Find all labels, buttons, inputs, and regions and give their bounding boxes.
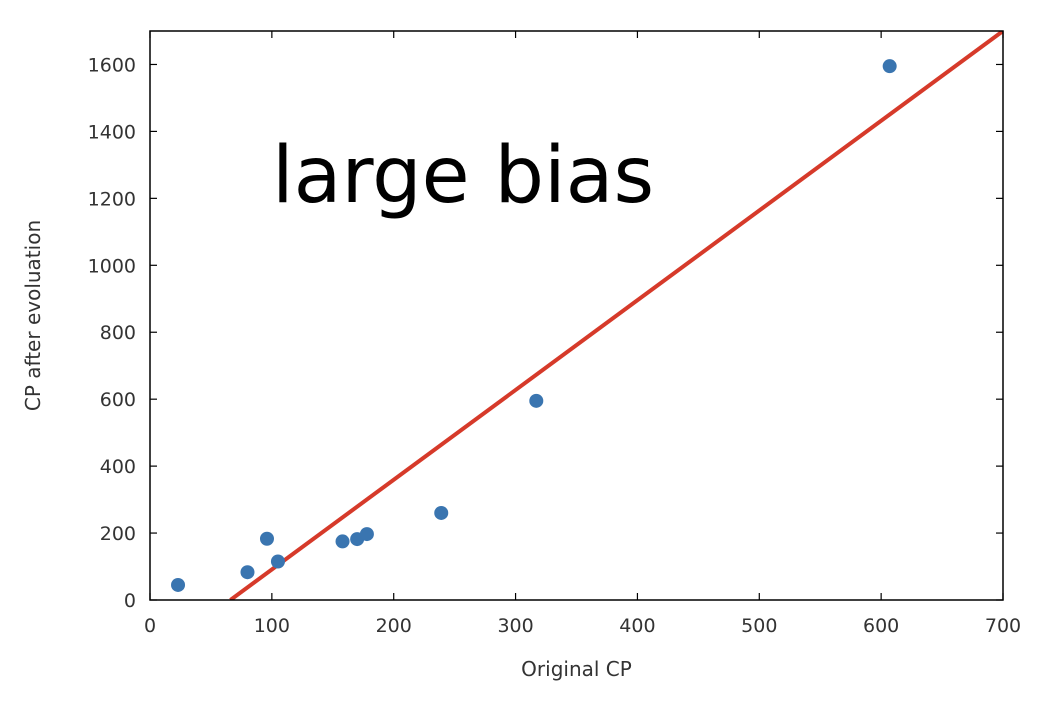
scatter-point xyxy=(335,534,350,549)
y-tick-label: 1000 xyxy=(88,255,136,277)
y-tick-label: 800 xyxy=(100,322,136,344)
x-axis-label: Original CP xyxy=(521,657,632,681)
x-tick-label: 700 xyxy=(985,615,1021,637)
x-tick-label: 0 xyxy=(144,615,156,637)
x-tick-label: 300 xyxy=(497,615,533,637)
x-tick-label: 400 xyxy=(619,615,655,637)
scatter-point xyxy=(359,527,374,542)
scatter-point xyxy=(171,577,186,592)
scatter-point xyxy=(529,393,544,408)
y-tick-label: 400 xyxy=(100,456,136,478)
x-tick-label: 200 xyxy=(376,615,412,637)
scatter-point xyxy=(882,59,897,74)
scatter-point xyxy=(259,531,274,546)
scatter-point xyxy=(270,554,285,569)
scatter-point xyxy=(240,565,255,580)
points-layer xyxy=(171,59,897,592)
scatter-point xyxy=(434,505,449,520)
x-tick-label: 500 xyxy=(741,615,777,637)
y-tick-label: 1400 xyxy=(88,121,136,143)
ticks-layer: 0 100 200 300 400 500 600 700 0 200 400 600 800 1000 1… xyxy=(88,31,1021,637)
plot-frame xyxy=(149,30,1004,601)
y-tick-label: 1600 xyxy=(88,54,136,76)
fit-line xyxy=(229,31,1003,600)
x-tick-label: 100 xyxy=(254,615,290,637)
y-tick-label: 0 xyxy=(124,590,136,612)
x-tick-label: 600 xyxy=(863,615,899,637)
annotation-large-bias: large bias xyxy=(272,131,654,221)
y-tick-label: 600 xyxy=(100,389,136,411)
y-axis-label: CP after evoluation xyxy=(21,220,45,411)
y-tick-label: 1200 xyxy=(88,188,136,210)
y-tick-label: 200 xyxy=(100,523,136,545)
fit-line-layer xyxy=(229,31,1003,600)
